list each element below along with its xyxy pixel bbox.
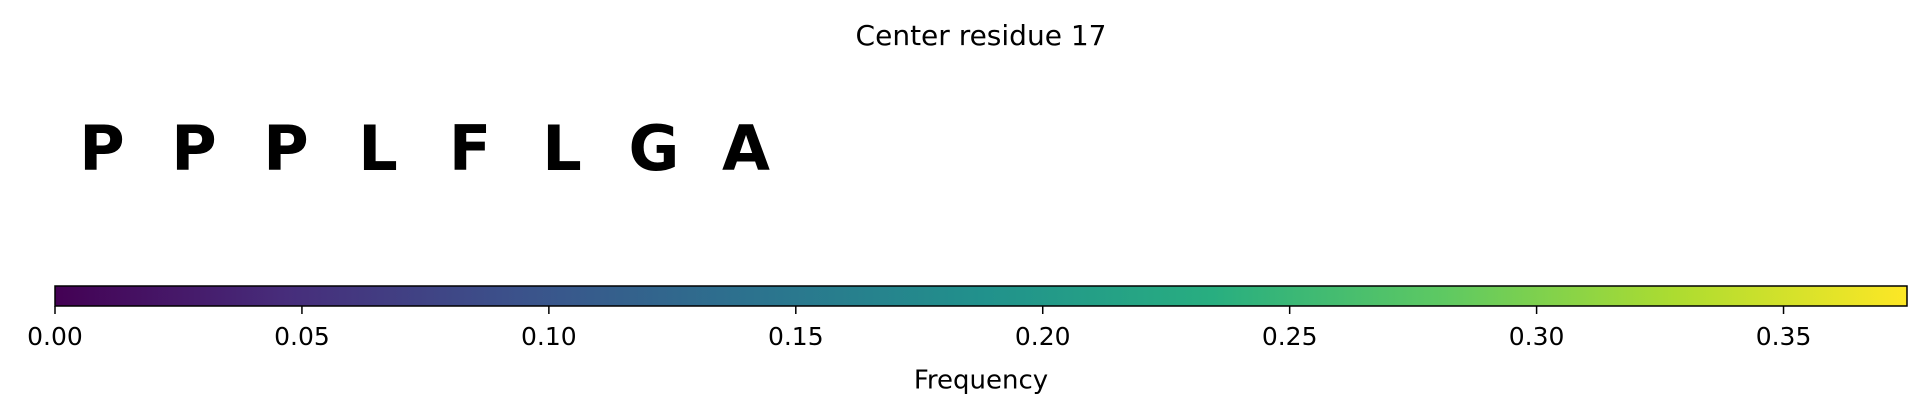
x-tick-label: 0.30 xyxy=(1509,322,1565,351)
x-tick-label: 0.25 xyxy=(1262,322,1318,351)
residue-letter: A xyxy=(722,112,770,185)
x-axis-label: Frequency xyxy=(914,366,1048,396)
residue-letter: P xyxy=(171,112,216,185)
x-tick-label: 0.15 xyxy=(768,322,824,351)
colorbar xyxy=(54,285,1908,307)
x-tick-label: 0.20 xyxy=(1015,322,1071,351)
x-tick-label: 0.10 xyxy=(521,322,577,351)
residue-letter: P xyxy=(263,112,308,185)
x-tick-label: 0.05 xyxy=(274,322,330,351)
x-tick-label: 0.35 xyxy=(1756,322,1812,351)
residue-letter: L xyxy=(542,112,582,185)
residue-letter: G xyxy=(629,112,680,185)
x-tick-label: 0.00 xyxy=(27,322,83,351)
chart-title: Center residue 17 xyxy=(856,19,1107,52)
residue-letter: P xyxy=(79,112,124,185)
residue-letter: L xyxy=(358,112,398,185)
residue-letter: F xyxy=(449,112,491,185)
